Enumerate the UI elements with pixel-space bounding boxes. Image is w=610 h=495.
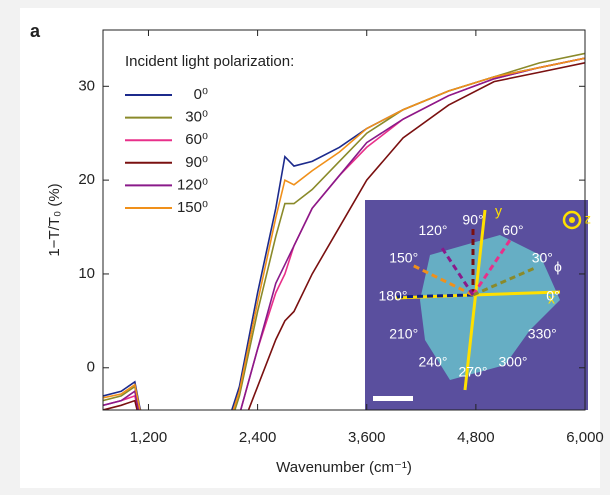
x-axis-arrow <box>472 290 561 297</box>
pol-arrow <box>472 266 536 297</box>
inset-axis-label: y <box>495 203 502 219</box>
series-line <box>103 62 585 410</box>
x-axis-label: Wavenumber (cm⁻¹) <box>276 459 412 476</box>
angle-label: 240° <box>419 354 448 370</box>
y-tick-label: 0 <box>87 359 95 376</box>
z-symbol <box>562 210 582 230</box>
y-axis-label: 1−T/T₀ (%) <box>46 183 63 256</box>
inset-image: x y z ϕ <box>365 200 591 410</box>
panel-label: a <box>30 21 41 41</box>
y-tick-label: 10 <box>78 265 95 282</box>
y-tick-label: 20 <box>78 171 95 188</box>
z-symbol-dot <box>569 217 575 223</box>
legend-label: 120⁰ <box>177 176 208 193</box>
angle-label: 330° <box>528 326 557 342</box>
plot-frame <box>102 29 586 411</box>
y-axis-arrow <box>463 209 487 391</box>
scale-bar <box>373 396 413 401</box>
lines <box>103 52 585 410</box>
series-line <box>103 57 585 410</box>
legend-label: 0⁰ <box>194 86 208 103</box>
series-line <box>103 57 585 410</box>
x-tick-label: 4,800 <box>457 429 495 446</box>
phi-label: ϕ <box>554 259 562 275</box>
x-tick-label: 1,200 <box>130 429 168 446</box>
legend-label: 60⁰ <box>185 131 208 148</box>
x-tick-label: 2,400 <box>239 429 277 446</box>
angle-label: 270° <box>459 364 488 380</box>
inset-axis-label: z <box>584 211 591 227</box>
angle-label: 150° <box>389 250 418 266</box>
pol-arrow <box>394 293 474 299</box>
pol-arrow <box>411 263 474 297</box>
angle-label: 210° <box>389 326 418 342</box>
angle-label: 60° <box>502 222 523 238</box>
legend-label: 30⁰ <box>185 109 208 126</box>
flake <box>420 235 560 380</box>
legend-label: 150⁰ <box>177 199 208 216</box>
angle-label: 90° <box>462 212 483 228</box>
legend-title: Incident light polarization: <box>125 53 294 70</box>
legend-label: 90⁰ <box>185 154 208 171</box>
angle-label: 30° <box>532 250 553 266</box>
angle-label: 300° <box>499 354 528 370</box>
inset-axis-label: x <box>548 291 555 307</box>
angle-label: 0° <box>546 288 559 304</box>
pol-arrow <box>471 239 512 296</box>
angle-label: 120° <box>419 222 448 238</box>
x-tick-label: 3,600 <box>348 429 386 446</box>
angle-label: 180° <box>379 288 408 304</box>
x-tick-label: 6,000 <box>566 429 604 446</box>
y-tick-label: 30 <box>78 77 95 94</box>
